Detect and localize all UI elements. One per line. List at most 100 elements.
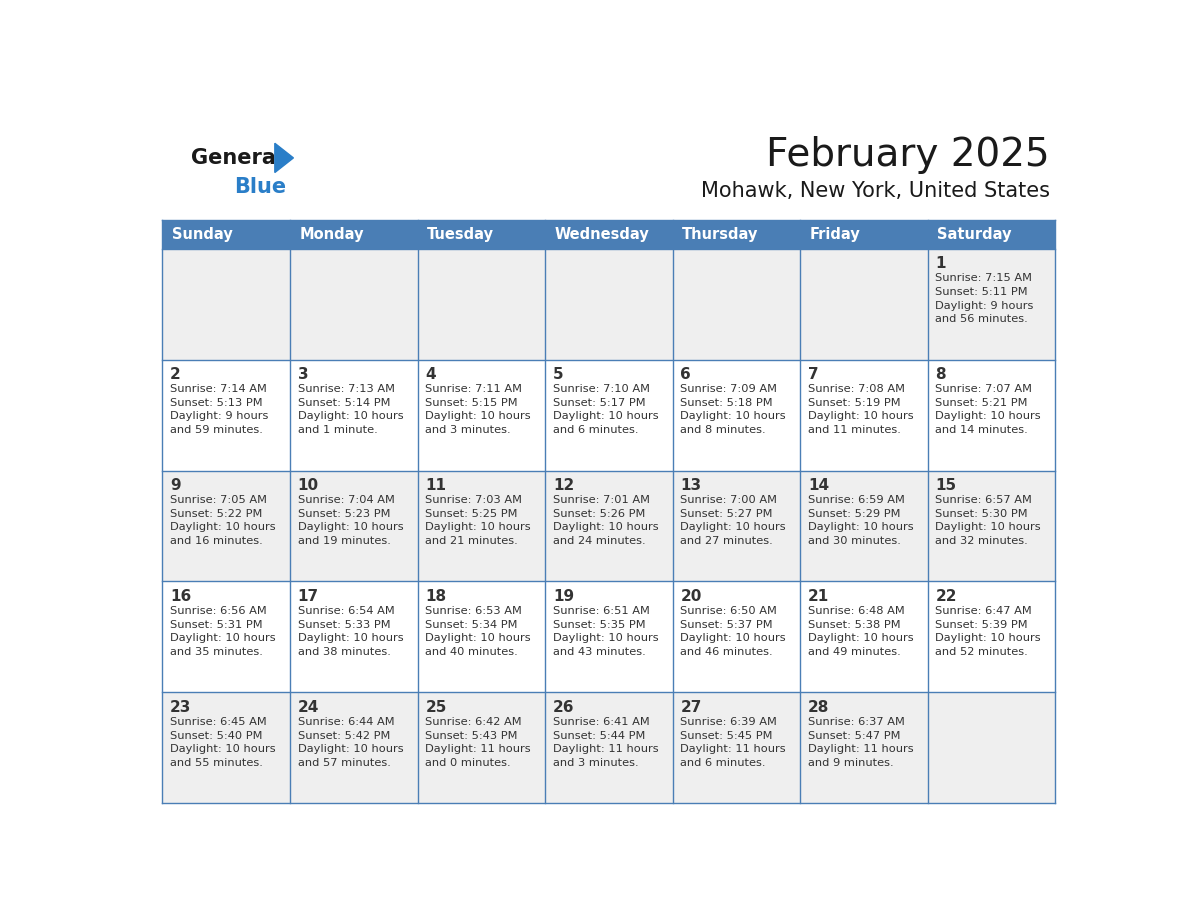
Text: Sunrise: 7:10 AM
Sunset: 5:17 PM
Daylight: 10 hours
and 6 minutes.: Sunrise: 7:10 AM Sunset: 5:17 PM Dayligh… <box>552 385 658 435</box>
Text: 8: 8 <box>935 367 946 382</box>
Text: 12: 12 <box>552 478 574 493</box>
Bar <box>928 581 1055 692</box>
Text: 24: 24 <box>298 700 320 715</box>
Text: 18: 18 <box>425 589 447 604</box>
Text: Tuesday: Tuesday <box>426 227 494 241</box>
Bar <box>672 692 801 803</box>
Text: Sunrise: 6:37 AM
Sunset: 5:47 PM
Daylight: 11 hours
and 9 minutes.: Sunrise: 6:37 AM Sunset: 5:47 PM Dayligh… <box>808 717 914 767</box>
Text: Blue: Blue <box>234 177 286 197</box>
Text: 27: 27 <box>681 700 702 715</box>
Bar <box>545 692 672 803</box>
Bar <box>672 360 801 471</box>
Text: 4: 4 <box>425 367 436 382</box>
Polygon shape <box>274 143 293 173</box>
Bar <box>672 219 801 249</box>
Bar <box>545 360 672 471</box>
Text: 26: 26 <box>552 700 574 715</box>
Text: 7: 7 <box>808 367 819 382</box>
Text: Thursday: Thursday <box>682 227 758 241</box>
Bar <box>290 219 417 249</box>
Bar <box>163 471 290 581</box>
Text: February 2025: February 2025 <box>766 136 1050 174</box>
Text: Wednesday: Wednesday <box>555 227 649 241</box>
Bar <box>163 581 290 692</box>
Text: Sunrise: 6:57 AM
Sunset: 5:30 PM
Daylight: 10 hours
and 32 minutes.: Sunrise: 6:57 AM Sunset: 5:30 PM Dayligh… <box>935 495 1041 546</box>
Bar <box>163 360 290 471</box>
Text: 9: 9 <box>170 478 181 493</box>
Text: Mohawk, New York, United States: Mohawk, New York, United States <box>701 181 1050 201</box>
Bar <box>801 249 928 360</box>
Text: Sunrise: 7:08 AM
Sunset: 5:19 PM
Daylight: 10 hours
and 11 minutes.: Sunrise: 7:08 AM Sunset: 5:19 PM Dayligh… <box>808 385 914 435</box>
Text: 6: 6 <box>681 367 691 382</box>
Bar <box>672 249 801 360</box>
Bar <box>417 360 545 471</box>
Bar <box>801 219 928 249</box>
Bar <box>801 581 928 692</box>
Text: 21: 21 <box>808 589 829 604</box>
Text: Sunrise: 6:42 AM
Sunset: 5:43 PM
Daylight: 11 hours
and 0 minutes.: Sunrise: 6:42 AM Sunset: 5:43 PM Dayligh… <box>425 717 531 767</box>
Bar <box>545 471 672 581</box>
Text: Sunrise: 7:00 AM
Sunset: 5:27 PM
Daylight: 10 hours
and 27 minutes.: Sunrise: 7:00 AM Sunset: 5:27 PM Dayligh… <box>681 495 786 546</box>
Bar <box>545 219 672 249</box>
Text: 23: 23 <box>170 700 191 715</box>
Bar <box>163 249 290 360</box>
Bar <box>290 471 417 581</box>
Text: Sunrise: 6:54 AM
Sunset: 5:33 PM
Daylight: 10 hours
and 38 minutes.: Sunrise: 6:54 AM Sunset: 5:33 PM Dayligh… <box>298 606 404 657</box>
Bar <box>928 692 1055 803</box>
Text: Sunrise: 7:05 AM
Sunset: 5:22 PM
Daylight: 10 hours
and 16 minutes.: Sunrise: 7:05 AM Sunset: 5:22 PM Dayligh… <box>170 495 276 546</box>
Bar <box>928 249 1055 360</box>
Bar <box>417 219 545 249</box>
Text: 5: 5 <box>552 367 563 382</box>
Bar <box>928 471 1055 581</box>
Text: Sunrise: 6:50 AM
Sunset: 5:37 PM
Daylight: 10 hours
and 46 minutes.: Sunrise: 6:50 AM Sunset: 5:37 PM Dayligh… <box>681 606 786 657</box>
Bar <box>928 219 1055 249</box>
Text: 2: 2 <box>170 367 181 382</box>
Text: Sunrise: 6:59 AM
Sunset: 5:29 PM
Daylight: 10 hours
and 30 minutes.: Sunrise: 6:59 AM Sunset: 5:29 PM Dayligh… <box>808 495 914 546</box>
Text: General: General <box>191 148 283 168</box>
Text: 13: 13 <box>681 478 701 493</box>
Text: Sunrise: 6:51 AM
Sunset: 5:35 PM
Daylight: 10 hours
and 43 minutes.: Sunrise: 6:51 AM Sunset: 5:35 PM Dayligh… <box>552 606 658 657</box>
Bar <box>290 249 417 360</box>
Text: 14: 14 <box>808 478 829 493</box>
Text: Sunrise: 6:56 AM
Sunset: 5:31 PM
Daylight: 10 hours
and 35 minutes.: Sunrise: 6:56 AM Sunset: 5:31 PM Dayligh… <box>170 606 276 657</box>
Bar <box>545 249 672 360</box>
Bar <box>290 581 417 692</box>
Text: Sunrise: 7:07 AM
Sunset: 5:21 PM
Daylight: 10 hours
and 14 minutes.: Sunrise: 7:07 AM Sunset: 5:21 PM Dayligh… <box>935 385 1041 435</box>
Text: Sunrise: 6:47 AM
Sunset: 5:39 PM
Daylight: 10 hours
and 52 minutes.: Sunrise: 6:47 AM Sunset: 5:39 PM Dayligh… <box>935 606 1041 657</box>
Text: Sunrise: 6:44 AM
Sunset: 5:42 PM
Daylight: 10 hours
and 57 minutes.: Sunrise: 6:44 AM Sunset: 5:42 PM Dayligh… <box>298 717 404 767</box>
Bar <box>801 692 928 803</box>
Text: 17: 17 <box>298 589 318 604</box>
Text: Sunrise: 7:03 AM
Sunset: 5:25 PM
Daylight: 10 hours
and 21 minutes.: Sunrise: 7:03 AM Sunset: 5:25 PM Dayligh… <box>425 495 531 546</box>
Bar <box>545 581 672 692</box>
Bar <box>417 249 545 360</box>
Text: 15: 15 <box>935 478 956 493</box>
Text: Sunrise: 6:53 AM
Sunset: 5:34 PM
Daylight: 10 hours
and 40 minutes.: Sunrise: 6:53 AM Sunset: 5:34 PM Dayligh… <box>425 606 531 657</box>
Bar <box>417 471 545 581</box>
Text: Sunrise: 7:04 AM
Sunset: 5:23 PM
Daylight: 10 hours
and 19 minutes.: Sunrise: 7:04 AM Sunset: 5:23 PM Dayligh… <box>298 495 404 546</box>
Bar <box>672 581 801 692</box>
Text: 20: 20 <box>681 589 702 604</box>
Text: 25: 25 <box>425 700 447 715</box>
Text: Saturday: Saturday <box>937 227 1011 241</box>
Text: Sunrise: 7:13 AM
Sunset: 5:14 PM
Daylight: 10 hours
and 1 minute.: Sunrise: 7:13 AM Sunset: 5:14 PM Dayligh… <box>298 385 404 435</box>
Text: Monday: Monday <box>299 227 364 241</box>
Bar <box>672 471 801 581</box>
Bar <box>290 692 417 803</box>
Text: 28: 28 <box>808 700 829 715</box>
Text: Sunrise: 7:15 AM
Sunset: 5:11 PM
Daylight: 9 hours
and 56 minutes.: Sunrise: 7:15 AM Sunset: 5:11 PM Dayligh… <box>935 274 1034 324</box>
Text: 22: 22 <box>935 589 958 604</box>
Bar <box>290 360 417 471</box>
Text: Sunrise: 6:39 AM
Sunset: 5:45 PM
Daylight: 11 hours
and 6 minutes.: Sunrise: 6:39 AM Sunset: 5:45 PM Dayligh… <box>681 717 786 767</box>
Text: 11: 11 <box>425 478 447 493</box>
Bar <box>801 360 928 471</box>
Text: Sunrise: 6:45 AM
Sunset: 5:40 PM
Daylight: 10 hours
and 55 minutes.: Sunrise: 6:45 AM Sunset: 5:40 PM Dayligh… <box>170 717 276 767</box>
Text: 10: 10 <box>298 478 318 493</box>
Text: Sunrise: 7:09 AM
Sunset: 5:18 PM
Daylight: 10 hours
and 8 minutes.: Sunrise: 7:09 AM Sunset: 5:18 PM Dayligh… <box>681 385 786 435</box>
Text: Sunday: Sunday <box>172 227 233 241</box>
Text: Sunrise: 7:11 AM
Sunset: 5:15 PM
Daylight: 10 hours
and 3 minutes.: Sunrise: 7:11 AM Sunset: 5:15 PM Dayligh… <box>425 385 531 435</box>
Text: 1: 1 <box>935 256 946 272</box>
Bar <box>801 471 928 581</box>
Text: Sunrise: 6:48 AM
Sunset: 5:38 PM
Daylight: 10 hours
and 49 minutes.: Sunrise: 6:48 AM Sunset: 5:38 PM Dayligh… <box>808 606 914 657</box>
Bar <box>163 692 290 803</box>
Text: Sunrise: 6:41 AM
Sunset: 5:44 PM
Daylight: 11 hours
and 3 minutes.: Sunrise: 6:41 AM Sunset: 5:44 PM Dayligh… <box>552 717 658 767</box>
